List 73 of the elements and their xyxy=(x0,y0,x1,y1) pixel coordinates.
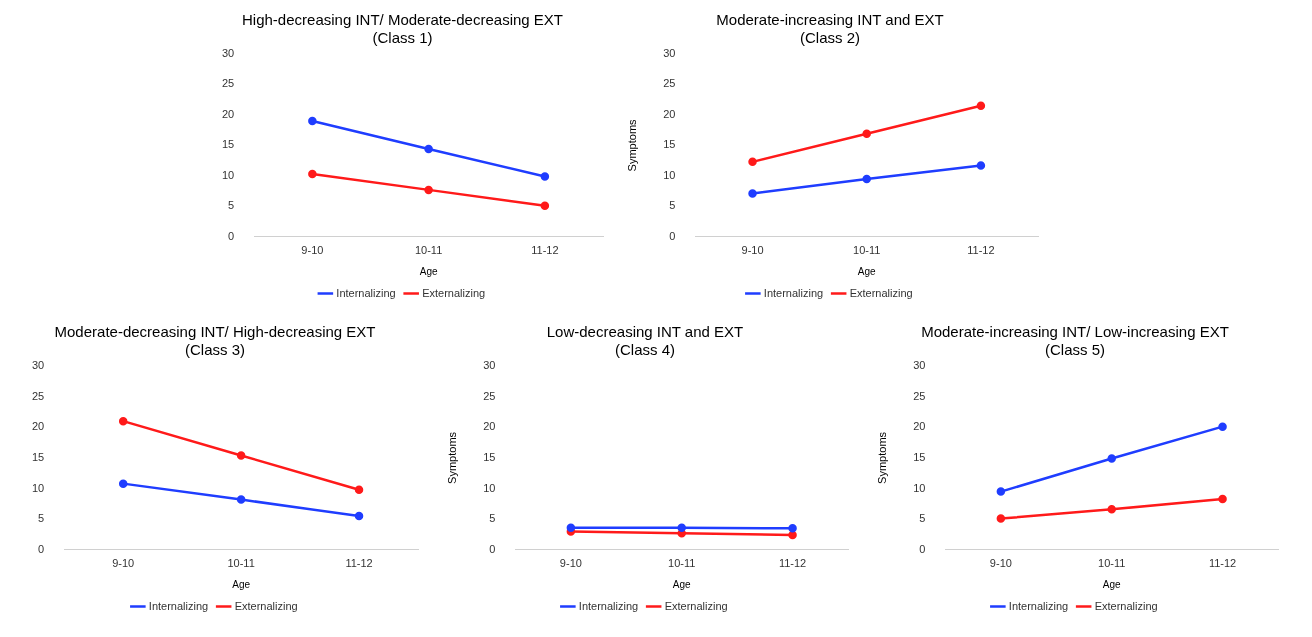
legend-label: Internalizing xyxy=(336,286,396,299)
y-tick-label: 15 xyxy=(483,450,496,463)
x-tick-label: 9-10 xyxy=(989,557,1012,570)
x-tick-label: 9-10 xyxy=(559,557,582,570)
x-tick-label: 10-11 xyxy=(668,557,696,570)
chart-title: Moderate-decreasing INT/ High-decreasing EXT (Class 3) xyxy=(54,323,376,359)
y-tick-label: 15 xyxy=(31,450,45,463)
y-tick-label: 20 xyxy=(483,420,496,433)
y-tick-label: 5 xyxy=(489,512,496,525)
y-tick-label: 25 xyxy=(221,77,235,90)
y-tick-label: 30 xyxy=(663,47,676,60)
x-axis-title: Age xyxy=(1102,578,1122,590)
legend-label: Internalizing xyxy=(578,599,639,612)
y-tick-label: 20 xyxy=(913,420,926,433)
y-tick-label: 30 xyxy=(483,359,496,372)
x-axis-title: Age xyxy=(672,578,692,590)
y-axis-title: Symptoms xyxy=(625,118,638,172)
x-tick-label: 11-12 xyxy=(1208,557,1237,570)
x-tick-label: 11-12 xyxy=(345,557,373,570)
y-axis-title: Symptoms xyxy=(445,431,458,484)
legend-label: Externalizing xyxy=(1094,599,1158,612)
y-tick-label: 10 xyxy=(913,481,926,494)
legend-label: Externalizing xyxy=(234,599,298,612)
x-axis-title: Age xyxy=(232,578,251,590)
y-tick-label: 30 xyxy=(221,47,235,60)
y-tick-label: 15 xyxy=(221,138,235,151)
y-tick-label: 30 xyxy=(913,359,926,372)
y-tick-label: 20 xyxy=(221,107,235,120)
y-tick-label: 30 xyxy=(31,359,45,372)
chart-title: High-decreasing INT/ Moderate-decreasing EXT (Class 1) xyxy=(242,11,563,47)
x-axis-title: Age xyxy=(419,265,438,277)
y-tick-label: 5 xyxy=(38,512,45,525)
y-tick-label: 25 xyxy=(483,389,496,402)
legend-label: Externalizing xyxy=(422,286,486,299)
legend-label: Internalizing xyxy=(1008,599,1069,612)
legend-label: Internalizing xyxy=(148,599,209,612)
x-tick-label: 9-10 xyxy=(301,244,324,257)
y-tick-label: 0 xyxy=(669,229,676,242)
x-tick-label: 10-11 xyxy=(227,557,255,570)
chart-title: Moderate-increasing INT and EXT (Class 2) xyxy=(716,11,944,47)
x-tick-label: 9-10 xyxy=(741,244,764,257)
x-axis-title: Age xyxy=(857,265,877,277)
x-tick-label: 10-11 xyxy=(1098,557,1126,570)
y-tick-label: 0 xyxy=(919,542,926,555)
y-tick-label: 25 xyxy=(31,389,45,402)
x-tick-label: 11-12 xyxy=(531,244,559,257)
y-tick-label: 0 xyxy=(38,542,45,555)
y-tick-label: 20 xyxy=(31,420,45,433)
y-tick-label: 5 xyxy=(919,512,926,525)
legend-label: Internalizing xyxy=(763,286,824,299)
x-tick-label: 11-12 xyxy=(967,244,995,257)
chart-title: Low-decreasing INT and EXT (Class 4) xyxy=(546,323,744,359)
y-tick-label: 20 xyxy=(663,107,676,120)
x-tick-label: 10-11 xyxy=(414,244,443,257)
y-tick-label: 15 xyxy=(663,138,676,151)
y-tick-label: 5 xyxy=(228,199,235,212)
x-tick-label: 11-12 xyxy=(778,557,807,570)
x-tick-label: 9-10 xyxy=(112,557,135,570)
y-axis-title: Symptoms xyxy=(875,431,888,484)
y-tick-label: 0 xyxy=(489,542,496,555)
y-tick-label: 10 xyxy=(221,168,235,181)
legend-label: Externalizing xyxy=(849,286,913,299)
x-tick-label: 10-11 xyxy=(853,244,881,257)
y-tick-label: 10 xyxy=(663,168,676,181)
y-tick-label: 25 xyxy=(663,77,676,90)
chart-title: Moderate-increasing INT/ Low-increasing EXT (Class 5) xyxy=(921,323,1229,359)
y-tick-label: 15 xyxy=(913,450,926,463)
y-tick-label: 0 xyxy=(228,229,235,242)
legend-label: Externalizing xyxy=(664,599,728,612)
y-tick-label: 5 xyxy=(669,199,676,212)
y-tick-label: 10 xyxy=(483,481,496,494)
y-tick-label: 25 xyxy=(913,389,926,402)
y-tick-label: 10 xyxy=(31,481,45,494)
